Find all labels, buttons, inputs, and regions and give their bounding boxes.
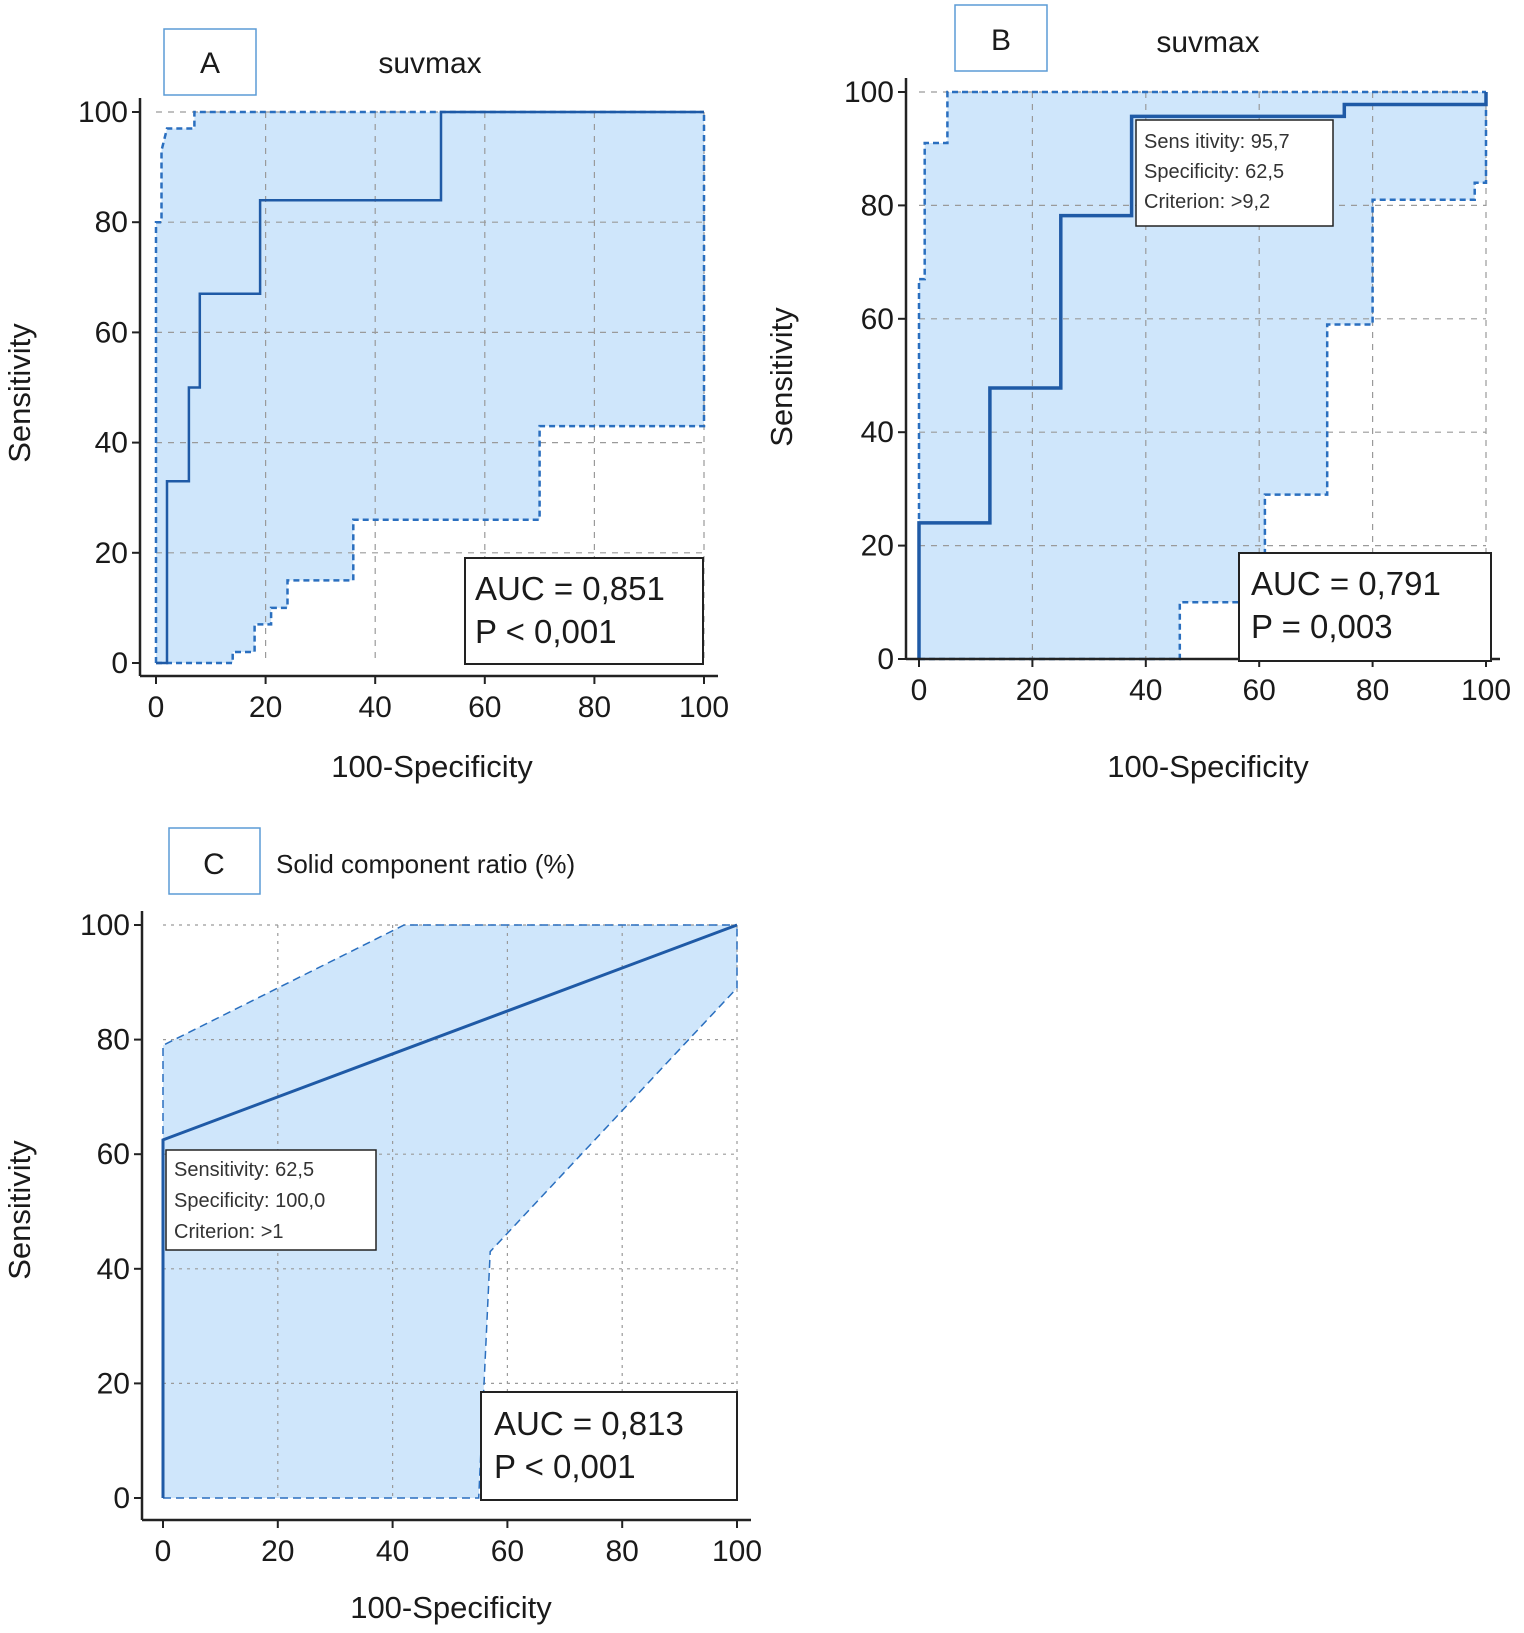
x-tick-label: 80 (578, 691, 611, 724)
x-tick-label: 60 (491, 1535, 524, 1568)
p-value-label: P = 0,003 (1251, 608, 1393, 645)
y-tick-label: 20 (95, 537, 128, 570)
y-axis-title: Sensitivity (2, 323, 37, 463)
plot-area: 0 20 40 60 80 100 0 20 40 60 80 100 (844, 76, 1511, 707)
roc-curve (161, 923, 738, 1498)
y-tick-label: 80 (861, 189, 894, 222)
stats-box (464, 557, 704, 665)
y-tick-label: 80 (95, 206, 128, 239)
criterion-value: Criterion: >9,2 (1144, 191, 1270, 213)
panel-letter-box (954, 4, 1048, 72)
criterion-box (1135, 119, 1334, 227)
panel-letter-box (163, 28, 257, 96)
x-tick-label: 60 (468, 691, 501, 724)
auc-label: AUC = 0,791 (1251, 565, 1441, 602)
ci-lower-line (156, 112, 706, 665)
x-tick-label: 20 (1016, 674, 1049, 707)
panel-letter: C (203, 848, 225, 881)
confidence-band (156, 112, 704, 663)
stats-box (480, 1391, 738, 1501)
panel-title: suvmax (1156, 26, 1259, 59)
x-tick-label: 80 (1356, 674, 1389, 707)
criterion-sensitivity: Sens itivity: 95,7 (1144, 131, 1290, 153)
panel-title: suvmax (378, 47, 481, 80)
panel-b: B suvmax 0 20 40 60 80 100 0 20 40 60 80 100 Sens i… (764, 4, 1511, 784)
x-tick-label: 40 (359, 691, 392, 724)
roc-curve (156, 110, 704, 665)
x-tick-label: 0 (148, 691, 165, 724)
auc-label: AUC = 0,813 (494, 1405, 684, 1442)
p-value-label: P < 0,001 (475, 613, 617, 650)
auc-label: AUC = 0,851 (475, 570, 665, 607)
y-tick-label: 100 (80, 909, 130, 942)
y-tick-label: 0 (113, 1482, 130, 1515)
y-tick-label: 60 (861, 303, 894, 336)
y-tick-label: 40 (97, 1253, 130, 1286)
x-tick-label: 40 (376, 1535, 409, 1568)
x-tick-label: 100 (712, 1535, 762, 1568)
x-tick-label: 80 (606, 1535, 639, 1568)
roc-curve (917, 92, 1488, 659)
x-tick-label: 0 (911, 674, 928, 707)
panel-letter-box (168, 827, 261, 895)
x-axis-title: 100-Specificity (1107, 749, 1309, 784)
x-tick-label: 100 (1461, 674, 1511, 707)
panel-a: A suvmax 0 20 40 60 80 100 0 20 40 60 80 100 100-Sp… (2, 28, 729, 784)
y-axis-title: Sensitivity (2, 1140, 37, 1280)
x-tick-label: 40 (1129, 674, 1162, 707)
y-tick-label: 20 (861, 530, 894, 563)
ci-lower-line (163, 925, 738, 1499)
ci-upper-line (154, 110, 704, 663)
plot-area: 0 20 40 60 80 100 0 20 40 60 80 100 (78, 96, 729, 724)
panel-letter: A (200, 47, 220, 80)
stats-box (1238, 552, 1492, 662)
y-axis-title: Sensitivity (764, 307, 799, 447)
criterion-specificity: Specificity: 62,5 (1144, 161, 1284, 183)
x-tick-label: 20 (249, 691, 282, 724)
x-tick-label: 20 (261, 1535, 294, 1568)
criterion-specificity: Specificity: 100,0 (174, 1190, 325, 1212)
panel-c: C Solid component ratio (%) 0 20 40 60 80 100… (2, 827, 762, 1625)
y-tick-label: 40 (95, 427, 128, 460)
y-tick-label: 0 (877, 643, 894, 676)
panel-title: Solid component ratio (%) (276, 849, 575, 879)
y-tick-label: 60 (95, 316, 128, 349)
y-tick-label: 100 (78, 96, 128, 129)
x-tick-label: 0 (155, 1535, 172, 1568)
criterion-value: Criterion: >1 (174, 1221, 284, 1243)
y-tick-label: 60 (97, 1138, 130, 1171)
y-tick-label: 40 (861, 416, 894, 449)
y-tick-label: 100 (844, 76, 894, 109)
x-axis-title: 100-Specificity (350, 1590, 552, 1625)
x-tick-label: 60 (1243, 674, 1276, 707)
y-tick-label: 80 (97, 1024, 130, 1057)
y-tick-label: 20 (97, 1367, 130, 1400)
ci-upper-line (917, 90, 1486, 659)
x-axis-title: 100-Specificity (331, 749, 533, 784)
criterion-box (165, 1149, 377, 1251)
confidence-band (163, 925, 737, 1498)
y-tick-label: 0 (111, 647, 128, 680)
ci-lower-line (919, 92, 1488, 661)
plot-area: 0 20 40 60 80 100 0 20 40 60 80 100 (80, 909, 762, 1568)
x-tick-label: 100 (679, 691, 729, 724)
criterion-sensitivity: Sensitivity: 62,5 (174, 1159, 314, 1181)
panel-letter: B (991, 24, 1011, 57)
p-value-label: P < 0,001 (494, 1448, 636, 1485)
